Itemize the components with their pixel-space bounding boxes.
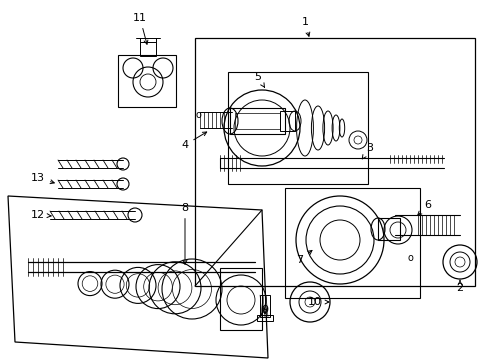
Bar xyxy=(257,315,272,321)
Bar xyxy=(260,295,269,317)
Text: 8: 8 xyxy=(181,203,188,264)
Text: 9: 9 xyxy=(261,305,268,315)
Bar xyxy=(195,38,474,286)
Text: o: o xyxy=(195,110,201,120)
Bar xyxy=(118,55,176,107)
Text: o: o xyxy=(406,253,412,263)
Text: 3: 3 xyxy=(362,143,373,159)
Text: 7: 7 xyxy=(296,251,311,265)
Bar xyxy=(285,188,419,298)
Bar xyxy=(140,42,156,56)
Text: 10: 10 xyxy=(307,297,328,307)
Bar xyxy=(280,111,294,131)
Text: 6: 6 xyxy=(417,200,430,215)
Text: 12: 12 xyxy=(31,210,51,220)
Bar xyxy=(220,268,262,330)
Bar xyxy=(227,72,367,184)
Text: 5: 5 xyxy=(254,72,264,87)
Bar xyxy=(235,113,280,129)
Text: 1: 1 xyxy=(301,17,309,36)
Text: 11: 11 xyxy=(133,13,147,44)
Bar xyxy=(229,108,285,134)
Bar xyxy=(377,218,399,240)
Text: 2: 2 xyxy=(455,280,463,293)
Text: 13: 13 xyxy=(31,173,54,184)
Text: 4: 4 xyxy=(181,132,206,150)
